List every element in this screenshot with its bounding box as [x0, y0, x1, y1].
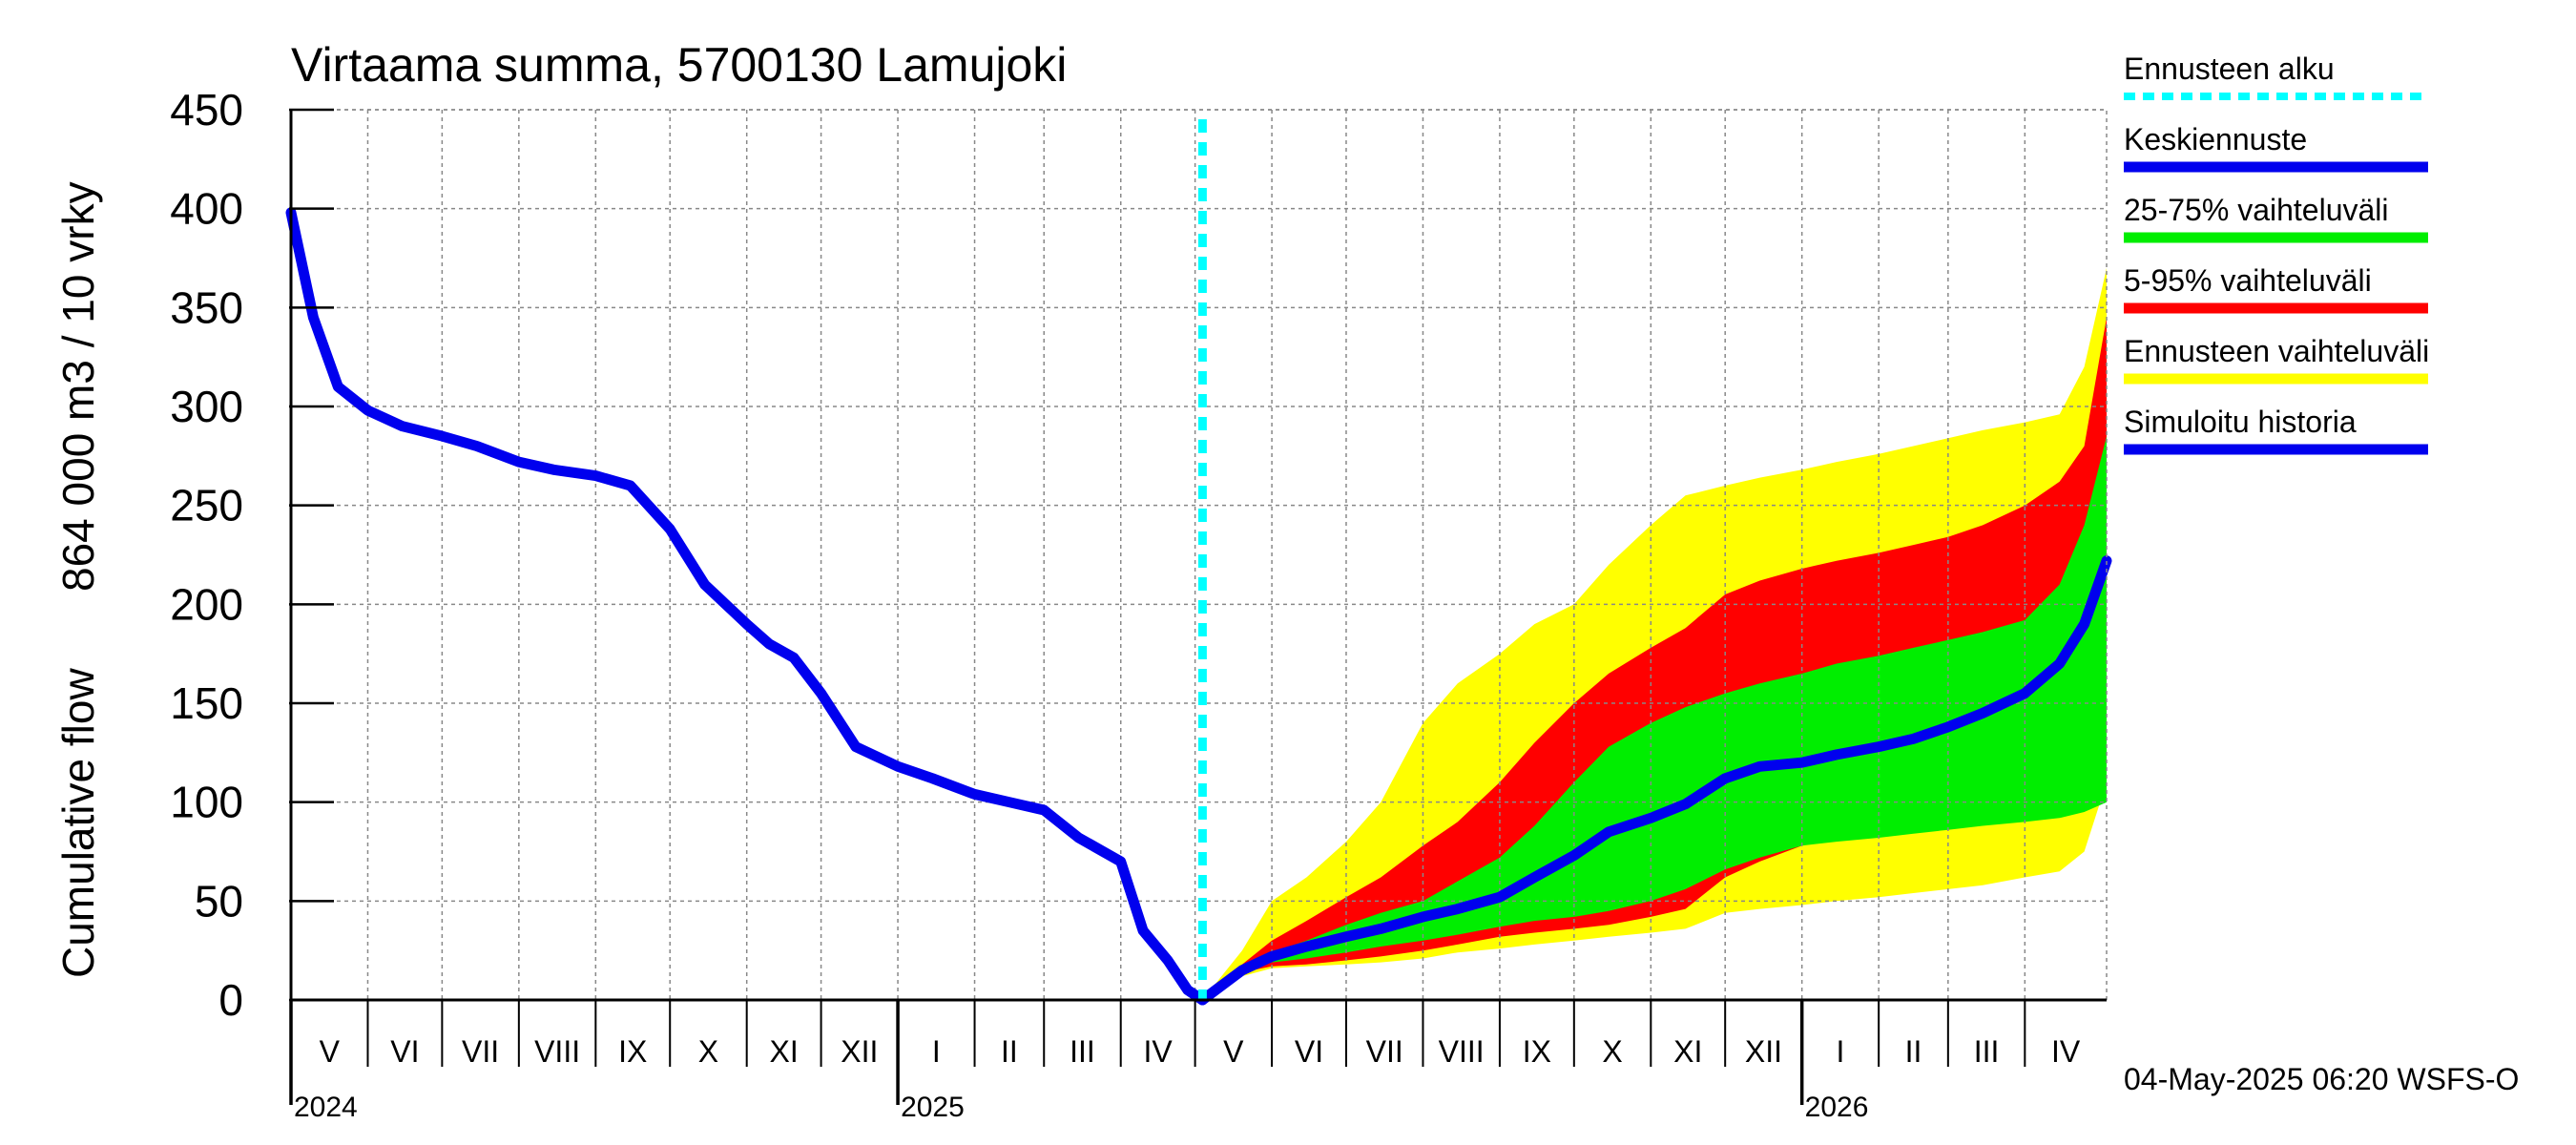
month-label: IX [618, 1034, 647, 1069]
month-label: XII [1745, 1034, 1782, 1069]
y-tick-label: 300 [170, 382, 243, 431]
y-tick-label: 50 [195, 876, 243, 926]
series-line-1 [1196, 555, 2112, 1006]
legend-label-1: Ennusteen alku [2124, 52, 2335, 86]
y-axis-label-line1: Cumulative flow [53, 668, 103, 978]
band-3 [1202, 436, 2107, 1001]
x-axis: V VI VII VIII IX X XI XII I II III IV V VI VII VIII IX X X… [289, 1000, 2081, 1123]
month-label: XI [1673, 1034, 1702, 1069]
month-label: II [1905, 1034, 1922, 1069]
legend-label-6: Simuloitu historia [2124, 405, 2357, 439]
forecast-bands [1202, 267, 2107, 1001]
legend-label-4: 5-95% vaihteluväli [2124, 263, 2372, 298]
month-label: X [1602, 1034, 1622, 1069]
y-axis: 0 50 100 150 200 250 300 350 400 450 [170, 85, 334, 1025]
month-label: VIII [534, 1034, 580, 1069]
month-label: VIII [1439, 1034, 1485, 1069]
month-label: VII [1366, 1034, 1403, 1069]
month-label: VI [390, 1034, 419, 1069]
month-label: VI [1295, 1034, 1323, 1069]
series-line-2 [285, 207, 1208, 1006]
y-axis-label-line2: 864 000 m3 / 10 vrky [53, 181, 103, 592]
year-label: 2026 [1805, 1092, 1869, 1123]
y-tick-label: 250 [170, 481, 243, 531]
month-label: I [932, 1034, 941, 1069]
month-label: IX [1523, 1034, 1551, 1069]
month-label: XII [841, 1034, 878, 1069]
year-label: 2024 [294, 1092, 358, 1123]
month-label: V [320, 1034, 341, 1069]
month-label: V [1223, 1034, 1244, 1069]
axes [289, 109, 2108, 1002]
legend-label-5: Ennusteen vaihteluväli [2124, 334, 2429, 368]
y-tick-label: 450 [170, 85, 243, 135]
month-label: IV [2051, 1034, 2081, 1069]
chart-title: Virtaama summa, 5700130 Lamujoki [291, 38, 1067, 92]
y-tick-label: 200 [170, 579, 243, 629]
month-label: III [1070, 1034, 1095, 1069]
legend: Ennusteen alku Keskiennuste 25-75% vaihtel… [2124, 52, 2429, 455]
y-tick-label: 400 [170, 184, 243, 234]
month-label: VII [462, 1034, 499, 1069]
y-tick-label: 150 [170, 678, 243, 728]
legend-label-3: 25-75% vaihteluväli [2124, 193, 2389, 227]
month-label: III [1974, 1034, 2000, 1069]
series-lines [285, 119, 2112, 1006]
y-tick-label: 350 [170, 282, 243, 332]
month-label: IV [1144, 1034, 1174, 1069]
y-tick-label: 100 [170, 778, 243, 827]
month-label: XI [770, 1034, 799, 1069]
month-label: I [1836, 1034, 1844, 1069]
month-label: X [698, 1034, 718, 1069]
legend-label-2: Keskiennuste [2124, 122, 2307, 156]
year-label: 2025 [901, 1092, 965, 1123]
month-label: II [1001, 1034, 1018, 1069]
y-tick-label: 0 [218, 975, 243, 1025]
footer-timestamp: 04-May-2025 06:20 WSFS-O [2124, 1062, 2519, 1096]
